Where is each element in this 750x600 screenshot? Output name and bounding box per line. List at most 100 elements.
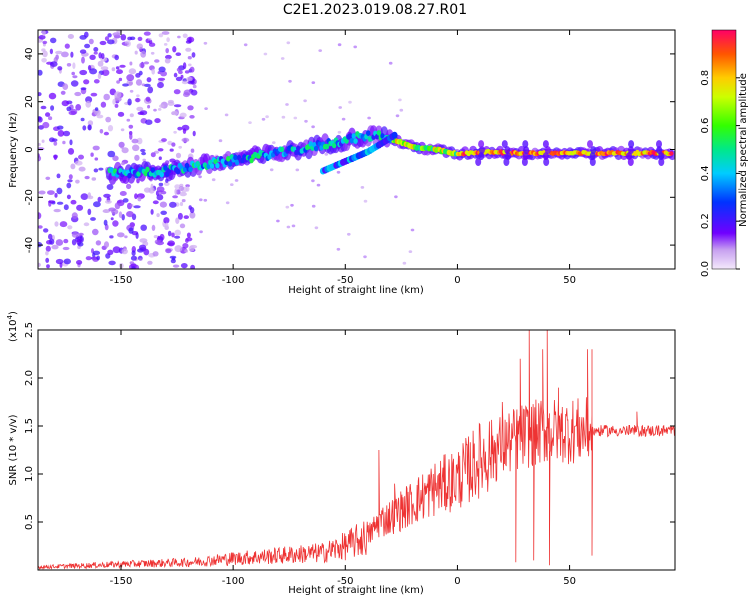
noise-blob: [182, 128, 187, 134]
noise-blob: [276, 219, 280, 223]
noise-blob: [49, 48, 54, 55]
noise-blob: [103, 131, 109, 136]
noise-blob: [128, 68, 137, 75]
noise-blob: [64, 43, 70, 49]
snr-xlabel: Height of straight line (km): [288, 585, 424, 596]
noise-blob: [338, 106, 343, 109]
burst-mark: [542, 152, 549, 161]
noise-blob: [175, 52, 182, 56]
noise-blob: [99, 129, 104, 134]
noise-blob: [45, 176, 51, 180]
burst-mark: [656, 146, 663, 155]
noise-blob: [104, 36, 110, 41]
noise-blob: [153, 150, 160, 154]
branch-mark: [391, 131, 398, 139]
noise-blob: [291, 224, 296, 228]
noise-blob: [136, 178, 140, 184]
noise-blob: [105, 200, 112, 204]
noise-blob: [129, 204, 134, 207]
noise-blob: [55, 258, 64, 265]
noise-blob: [388, 61, 393, 65]
noise-blob: [172, 195, 179, 199]
noise-blob: [347, 232, 351, 236]
noise-blob: [57, 66, 63, 71]
noise-blob: [163, 43, 168, 46]
ridge-core: [127, 172, 132, 179]
noise-blob: [103, 209, 109, 213]
snr-panel: -150 -100 -50 0 50 0.5 1.0 1.5 2.0 2.5 Height of …: [6, 311, 676, 596]
noise-blob: [189, 66, 195, 73]
noise-blob: [140, 50, 147, 58]
noise-blob: [56, 201, 64, 205]
ridge-core: [351, 133, 356, 139]
spectrogram-xtick-label: -100: [222, 275, 245, 286]
noise-blob: [175, 76, 183, 82]
noise-blob: [71, 239, 77, 246]
noise-blob: [79, 49, 87, 54]
noise-blob: [143, 61, 150, 65]
noise-blob: [285, 103, 289, 106]
burst-mark: [628, 140, 635, 149]
noise-blob: [128, 81, 133, 86]
noise-blob: [127, 98, 132, 106]
noise-blob: [141, 151, 147, 156]
noise-blob: [72, 62, 76, 69]
noise-blob: [128, 124, 134, 129]
noise-blob: [150, 209, 154, 215]
noise-blob: [158, 66, 166, 73]
spectrogram-ytick-label: -40: [24, 237, 35, 253]
noise-blob: [337, 43, 342, 47]
noise-blob: [165, 248, 172, 254]
noise-blob: [164, 182, 170, 186]
noise-blob: [186, 232, 191, 238]
noise-blob: [120, 34, 127, 41]
ridge-core: [143, 170, 148, 177]
noise-blob: [173, 89, 181, 95]
noise-blob: [181, 137, 190, 143]
noise-blob: [187, 80, 195, 85]
noise-blob: [402, 261, 407, 265]
noise-blob: [76, 260, 83, 265]
noise-blob: [281, 115, 286, 119]
noise-blob: [184, 70, 190, 74]
noise-blob: [167, 101, 175, 106]
noise-blob: [119, 64, 126, 68]
noise-blob: [189, 115, 195, 119]
ridge-core: [294, 149, 299, 156]
noise-blob: [408, 250, 413, 254]
burst-mark: [542, 140, 549, 149]
noise-blob: [121, 147, 129, 154]
noise-blob: [177, 35, 181, 39]
noise-blob: [179, 191, 187, 197]
noise-blob: [150, 183, 154, 191]
noise-blob: [75, 179, 80, 184]
noise-blob: [78, 232, 84, 236]
noise-blob: [143, 83, 151, 87]
noise-blob: [177, 212, 183, 220]
noise-blob: [38, 116, 43, 123]
noise-blob: [38, 155, 42, 162]
noise-blob: [45, 245, 51, 252]
noise-blob: [112, 155, 119, 162]
burst-mark: [478, 140, 485, 149]
noise-blob: [103, 193, 111, 198]
snr-ytick-label: 2.5: [24, 322, 35, 338]
noise-blob: [56, 173, 61, 179]
noise-blob: [93, 168, 99, 173]
noise-blob: [147, 86, 154, 94]
noise-blob: [38, 35, 46, 40]
noise-blob: [243, 43, 248, 47]
noise-blob: [158, 33, 164, 38]
snr-xtick-label: 50: [563, 576, 576, 587]
noise-blob: [56, 125, 64, 130]
noise-blob: [70, 80, 79, 87]
noise-blob: [286, 225, 291, 229]
noise-blob: [348, 100, 352, 104]
noise-blob: [148, 42, 156, 47]
noise-blob: [129, 113, 134, 118]
noise-blob: [43, 228, 49, 233]
noise-blob: [85, 100, 91, 108]
noise-blob: [158, 182, 164, 187]
noise-blob: [40, 105, 47, 110]
noise-blob: [109, 235, 114, 239]
